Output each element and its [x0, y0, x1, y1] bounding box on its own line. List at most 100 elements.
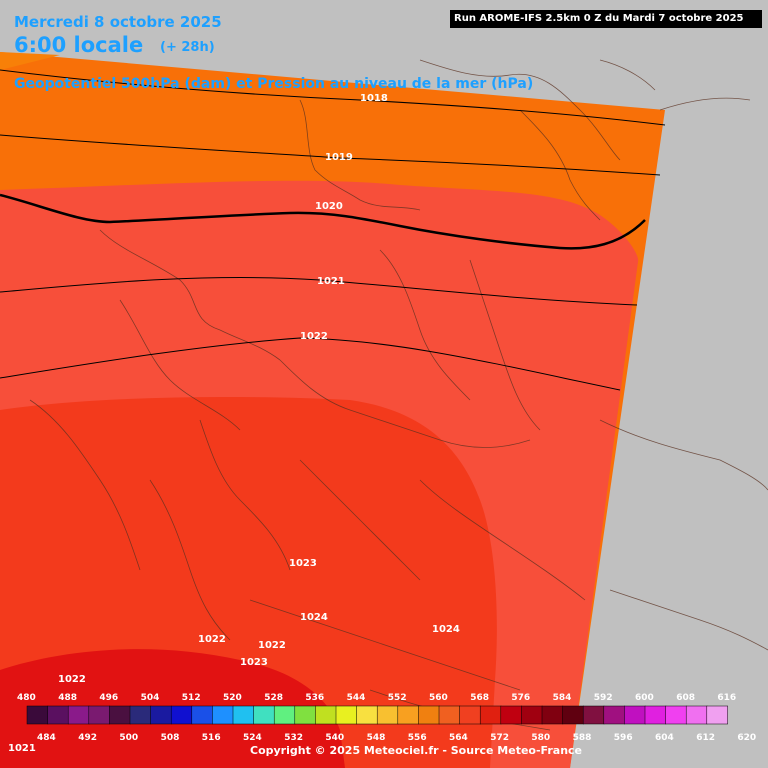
run-info: Run AROME-IFS 2.5km 0 Z du Mardi 7 octob…: [450, 10, 762, 28]
legend-top-label: 480: [17, 693, 36, 703]
legend-bottom-label: 524: [243, 733, 262, 743]
legend-swatch: [335, 705, 358, 725]
legend-swatch: [232, 705, 255, 725]
legend-swatch: [603, 705, 625, 725]
isobar-1018: [0, 69, 666, 126]
legend-bottom-label: 484: [37, 733, 56, 743]
isobar-1019: [0, 134, 661, 176]
isobar-label: 1021: [8, 743, 36, 754]
legend-top-label: 552: [388, 693, 407, 703]
legend-swatch: [356, 705, 378, 725]
legend-swatch: [170, 705, 193, 725]
legend-bottom-label: 620: [737, 733, 756, 743]
legend-bottom-label: 556: [408, 733, 427, 743]
legend-top-label: 584: [553, 693, 572, 703]
legend-swatch: [521, 705, 543, 725]
legend-top-label: 616: [717, 693, 736, 703]
isobar-1022: [0, 337, 621, 391]
legend-swatch: [315, 705, 337, 725]
legend-swatch: [150, 705, 172, 725]
legend-bottom-label: 580: [531, 733, 550, 743]
legend-top-label: 568: [470, 693, 489, 703]
legend-top-label: 528: [264, 693, 283, 703]
legend-bottom-label: 492: [78, 733, 97, 743]
legend-swatch: [376, 705, 399, 725]
legend-bottom-label: 532: [284, 733, 303, 743]
legend-top-label: 520: [223, 693, 242, 703]
legend-swatch: [459, 705, 481, 725]
legend-swatch: [397, 705, 419, 725]
legend-swatch: [541, 705, 564, 725]
parameter-title: Geopotentiel 500hPa (dam) et Pression au…: [14, 76, 534, 92]
isobar-label: 1020: [315, 201, 343, 212]
geopot-band-572-top: [0, 52, 60, 70]
isobar-labels: 1018 1019 1020 1021 1022 1023 1024 1024 …: [8, 93, 460, 754]
legend-bottom-label: 596: [614, 733, 633, 743]
isobar-label: 1023: [289, 558, 317, 569]
legend-swatch: [67, 705, 90, 725]
legend-swatch: [294, 705, 316, 725]
legend-swatch: [438, 705, 461, 725]
legend-swatch: [109, 705, 131, 725]
legend-swatch: [685, 705, 708, 725]
legend-swatch: [47, 705, 69, 725]
legend-swatch: [212, 705, 234, 725]
isobar-label: 1022: [258, 640, 286, 651]
isobar-label: 1022: [198, 634, 226, 645]
legend-top-label: 488: [58, 693, 77, 703]
legend-bottom-label: 500: [119, 733, 138, 743]
legend-top-label: 576: [511, 693, 530, 703]
isobar-label: 1024: [432, 624, 460, 635]
legend-top-label: 600: [635, 693, 654, 703]
isobar-label: 1019: [325, 152, 353, 163]
copyright: Copyright © 2025 Meteociel.fr - Source M…: [250, 744, 583, 757]
legend-swatch: [644, 705, 667, 725]
legend-swatch: [191, 705, 213, 725]
legend-bottom-label: 572: [490, 733, 509, 743]
legend-top-label: 544: [347, 693, 366, 703]
isobar-label: 1022: [58, 674, 86, 685]
legend-swatch: [26, 705, 49, 725]
legend-bottom-label: 516: [202, 733, 221, 743]
legend-swatch: [562, 705, 584, 725]
legend-top-label: 512: [182, 693, 201, 703]
legend-swatch: [706, 705, 728, 725]
forecast-lead-time: (+ 28h): [160, 40, 215, 55]
legend-swatch: [88, 705, 110, 725]
legend-top-label: 592: [594, 693, 613, 703]
legend-bottom-label: 588: [573, 733, 592, 743]
legend-swatch: [500, 705, 522, 725]
isobar-label: 1024: [300, 612, 328, 623]
forecast-time: 6:00 locale: [14, 33, 144, 57]
country-borders: [29, 59, 768, 731]
legend-swatch: [273, 705, 296, 725]
legend-bottom-label: 612: [696, 733, 715, 743]
isobar-label: 1023: [240, 657, 268, 668]
isobar-1020: [0, 193, 646, 250]
legend-top-label: 496: [99, 693, 118, 703]
legend-swatch: [582, 705, 605, 725]
color-legend: 480 488 496 504 512 520 528 536 544 552 560 568 576 5…: [17, 693, 756, 743]
legend-bottom-label: 548: [367, 733, 386, 743]
legend-top-label: 504: [141, 693, 160, 703]
legend-top-label: 608: [676, 693, 695, 703]
legend-bottom-label: 604: [655, 733, 674, 743]
legend-bottom-label: 540: [325, 733, 344, 743]
legend-bottom-label: 508: [161, 733, 180, 743]
legend-swatch: [129, 705, 152, 725]
legend-bottom-label: 564: [449, 733, 468, 743]
legend-top-label: 536: [305, 693, 324, 703]
isobar-label: 1021: [317, 276, 345, 287]
isobars: [0, 69, 666, 391]
legend-swatch: [253, 705, 275, 725]
isobar-label: 1022: [300, 331, 328, 342]
legend-swatch: [479, 705, 502, 725]
forecast-date: Mercredi 8 octobre 2025: [14, 13, 222, 31]
isobar-label: 1018: [360, 93, 388, 104]
legend-swatch: [418, 705, 440, 725]
legend-swatch: [624, 705, 646, 725]
legend-swatch: [665, 705, 687, 725]
isobar-1021: [0, 276, 638, 306]
legend-top-label: 560: [429, 693, 448, 703]
